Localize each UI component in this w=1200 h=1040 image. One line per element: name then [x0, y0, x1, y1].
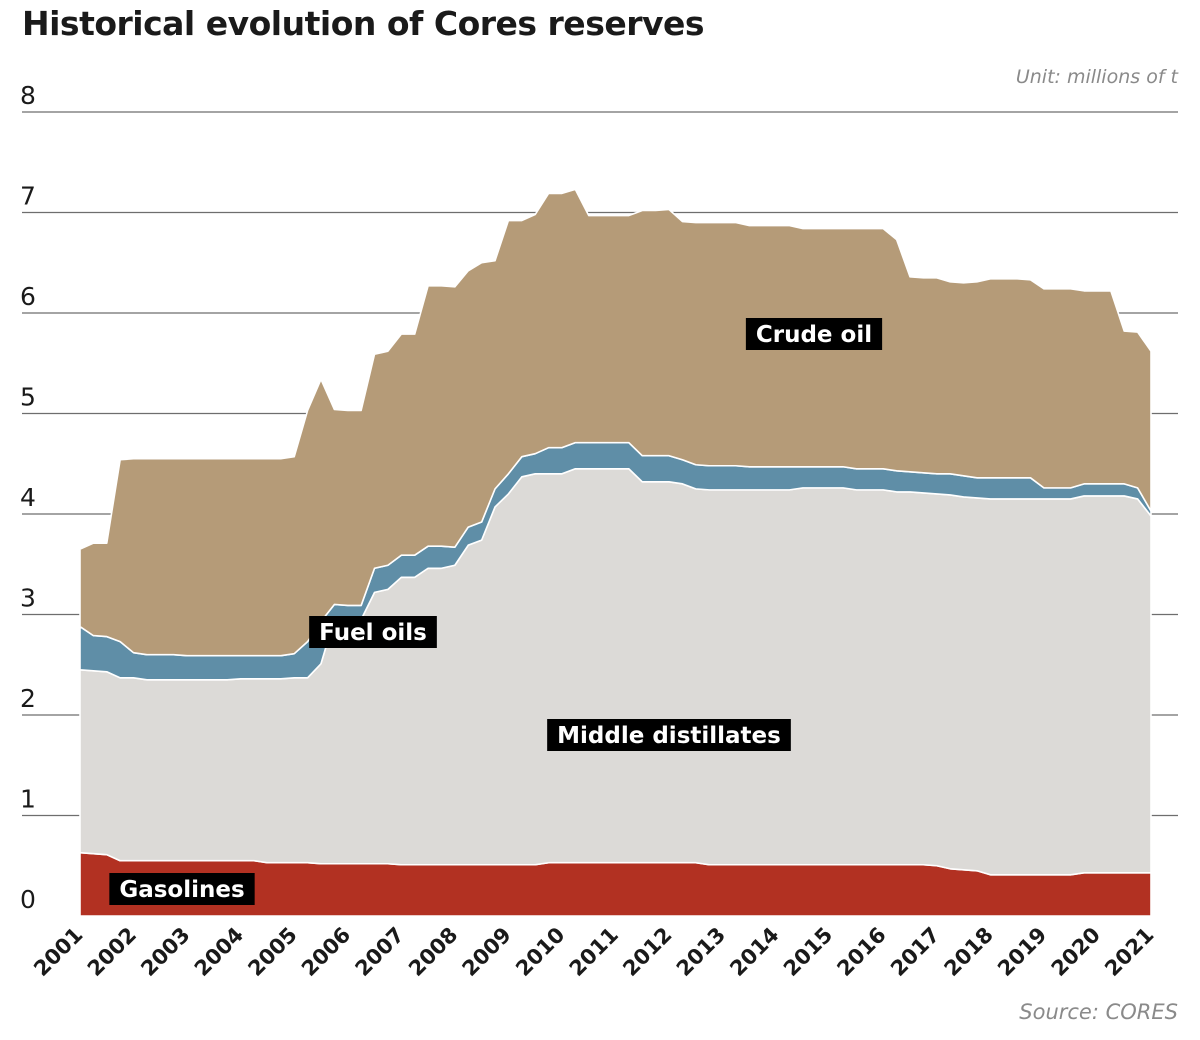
- label-box: [547, 719, 791, 751]
- x-tick-label: 2016: [832, 923, 890, 981]
- x-tick-label: 2007: [351, 923, 409, 981]
- source-note: Source: CORES: [1019, 1000, 1178, 1024]
- x-tick-label: 2006: [297, 923, 355, 981]
- area-crude-oil: [79, 188, 1152, 657]
- x-tick-label: 2012: [618, 923, 676, 981]
- x-tick-label: 2004: [190, 923, 248, 981]
- label-fuel-oils: Fuel oils: [309, 616, 437, 648]
- y-tick-label: 0: [20, 885, 36, 914]
- unit-note: Unit: millions of t: [1015, 66, 1178, 88]
- x-tick-label: 2001: [29, 923, 87, 981]
- y-tick-label: 4: [20, 483, 36, 512]
- label-text: Fuel oils: [319, 620, 427, 646]
- label-text: Middle distillates: [557, 723, 781, 749]
- x-tick-label: 2019: [993, 923, 1051, 981]
- y-tick-label: 2: [20, 684, 36, 713]
- x-tick-label: 2011: [565, 923, 623, 981]
- x-tick-label: 2020: [1047, 923, 1105, 981]
- y-tick-label: 5: [20, 383, 36, 412]
- label-box: [745, 318, 883, 350]
- series-labels: Gasolines Middle distillates Fuel oils Crud…: [109, 318, 883, 905]
- y-tick-label: 6: [20, 282, 36, 311]
- y-tick-label: 3: [20, 584, 36, 613]
- x-tick-label: 2015: [779, 923, 837, 981]
- x-tick-label: 2013: [672, 923, 730, 981]
- x-tick-label: 2017: [886, 923, 944, 981]
- label-gasolines: Gasolines: [109, 873, 255, 905]
- label-middle-distillates: Middle distillates: [547, 719, 791, 751]
- label-box: [109, 873, 255, 905]
- y-tick-label: 8: [20, 81, 36, 110]
- x-tick-label: 2021: [1100, 923, 1158, 981]
- chart-title: Historical evolution of Cores reserves: [22, 4, 705, 43]
- x-tick-label: 2010: [511, 923, 569, 981]
- label-box: [309, 616, 437, 648]
- x-tick-label: 2002: [83, 923, 141, 981]
- x-tick-label: 2009: [458, 923, 516, 981]
- x-axis-ticks: 2001200220032004200520062007200820092010…: [29, 923, 1158, 981]
- series-areas: [79, 188, 1152, 917]
- label-text: Crude oil: [756, 322, 872, 348]
- y-tick-label: 1: [20, 785, 36, 814]
- x-tick-label: 2003: [136, 923, 194, 981]
- x-tick-label: 2008: [404, 923, 462, 981]
- y-tick-label: 7: [20, 182, 36, 211]
- x-tick-label: 2014: [725, 923, 783, 981]
- label-crude-oil: Crude oil: [745, 318, 883, 350]
- x-tick-label: 2005: [243, 923, 301, 981]
- label-text: Gasolines: [119, 877, 244, 903]
- x-tick-label: 2018: [940, 923, 998, 981]
- y-axis-ticks: 0 1 2 3 4 5 6 7 8: [20, 81, 36, 914]
